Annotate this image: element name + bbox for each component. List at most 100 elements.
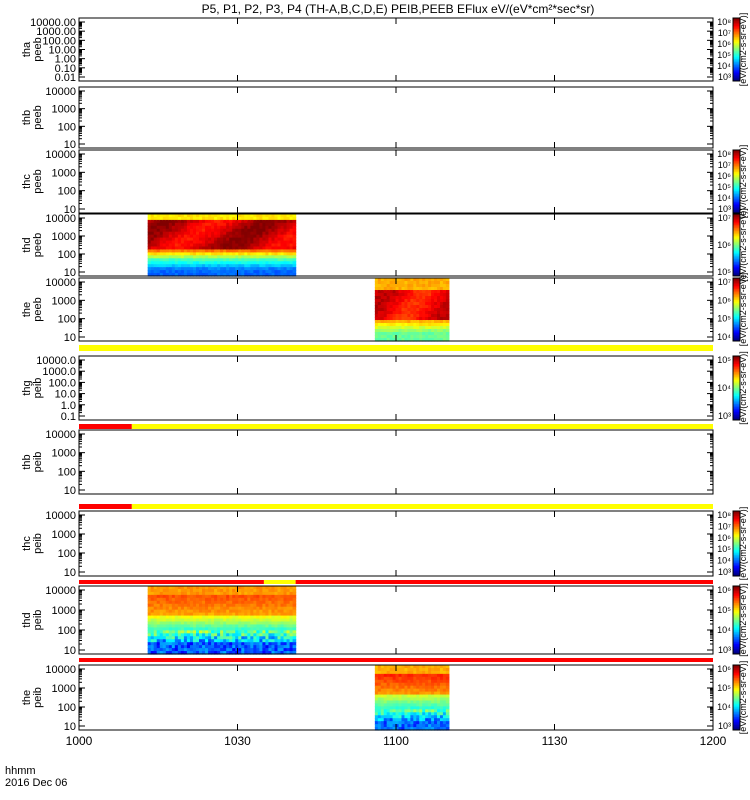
heatmap-cell bbox=[401, 665, 406, 669]
heatmap-cell bbox=[383, 727, 388, 731]
heatmap-cell bbox=[386, 712, 391, 716]
heatmap-cell bbox=[247, 222, 251, 227]
heatmap-cell bbox=[232, 252, 236, 256]
heatmap-cell bbox=[199, 648, 203, 652]
heatmap-cell bbox=[274, 624, 279, 628]
heatmap-cell bbox=[205, 249, 209, 253]
heatmap-cell bbox=[205, 219, 209, 224]
heatmap-cell bbox=[205, 603, 209, 608]
heatmap-cell bbox=[422, 323, 426, 327]
heatmap-cell bbox=[174, 594, 179, 599]
heatmap-cell bbox=[220, 618, 224, 623]
heatmap-cell bbox=[256, 270, 260, 274]
heatmap-cell bbox=[241, 621, 245, 626]
heatmap-cell bbox=[398, 299, 403, 303]
heatmap-cell bbox=[434, 709, 438, 713]
heatmap-cell bbox=[374, 317, 379, 321]
heatmap-cell bbox=[168, 642, 173, 646]
heatmap-cell bbox=[208, 612, 212, 617]
heatmap-cell bbox=[199, 214, 203, 218]
heatmap-cell bbox=[407, 329, 411, 333]
heatmap-cell bbox=[238, 606, 242, 611]
colorbar-swatch bbox=[733, 564, 740, 567]
heatmap-cell bbox=[431, 305, 435, 309]
heatmap-cell bbox=[413, 718, 417, 722]
heatmap-cell bbox=[208, 237, 212, 242]
heatmap-cell bbox=[383, 694, 388, 699]
heatmap-cell bbox=[217, 225, 221, 230]
heatmap-cell bbox=[232, 231, 236, 236]
heatmap-cell bbox=[189, 651, 194, 655]
heatmap-cell bbox=[392, 712, 397, 716]
heatmap-cell bbox=[413, 317, 417, 321]
heatmap-cell bbox=[419, 281, 423, 285]
heatmap-cell bbox=[428, 314, 432, 318]
heatmap-cell bbox=[159, 612, 164, 617]
heatmap-cell bbox=[431, 721, 435, 725]
heatmap-cell bbox=[208, 234, 212, 239]
heatmap-cell bbox=[395, 700, 400, 704]
heatmap-cell bbox=[398, 697, 403, 702]
heatmap-cell bbox=[292, 645, 297, 649]
heatmap-cell bbox=[159, 603, 164, 608]
heatmap-cell bbox=[437, 281, 441, 285]
heatmap-cell bbox=[217, 237, 221, 242]
heatmap-cell bbox=[392, 706, 397, 710]
heatmap-cell bbox=[220, 243, 224, 248]
heatmap-cell bbox=[271, 586, 276, 590]
colorbar-frame bbox=[732, 510, 741, 577]
heatmap-cell bbox=[156, 627, 161, 631]
heatmap-cell bbox=[214, 606, 218, 611]
colorbar-swatch bbox=[733, 234, 740, 237]
heatmap-cell bbox=[205, 214, 209, 218]
heatmap-cell bbox=[208, 225, 212, 230]
heatmap-cell bbox=[223, 219, 227, 224]
heatmap-cell bbox=[401, 706, 406, 710]
heatmap-cell bbox=[226, 627, 230, 631]
colorbar-swatch bbox=[733, 246, 740, 249]
heatmap-cell bbox=[208, 594, 212, 599]
colorbar-swatch bbox=[733, 150, 740, 153]
heatmap-cell bbox=[247, 648, 251, 652]
x-tick-label: 1000 bbox=[66, 734, 93, 748]
heatmap-cell bbox=[292, 231, 297, 236]
heatmap-cell bbox=[244, 252, 248, 256]
heatmap-cell bbox=[407, 317, 411, 321]
heatmap-cell bbox=[153, 261, 158, 265]
heatmap-cell bbox=[401, 338, 406, 342]
heatmap-cell bbox=[195, 588, 200, 593]
heatmap-cell bbox=[192, 228, 197, 233]
heatmap-cell bbox=[162, 603, 167, 608]
colorbar-swatch bbox=[733, 383, 740, 386]
heatmap-cell bbox=[380, 700, 385, 704]
heatmap-cell bbox=[398, 727, 403, 731]
colorbar-tick-label: 10⁵ bbox=[717, 544, 731, 554]
heatmap-cell bbox=[431, 335, 435, 339]
heatmap-cell bbox=[422, 709, 426, 713]
heatmap-cell bbox=[192, 237, 197, 242]
heatmap-cell bbox=[147, 255, 152, 259]
heatmap-cell bbox=[262, 225, 267, 230]
heatmap-cell bbox=[199, 264, 203, 268]
heatmap-cell bbox=[150, 630, 155, 634]
heatmap-cell bbox=[380, 302, 385, 306]
colorbar-swatch bbox=[733, 203, 740, 206]
heatmap-cell bbox=[168, 633, 173, 637]
heatmap-cell bbox=[244, 231, 248, 236]
heatmap-cell bbox=[226, 216, 230, 221]
heatmap-cell bbox=[419, 715, 423, 719]
heatmap-cell bbox=[195, 615, 200, 620]
heatmap-cell bbox=[165, 645, 170, 649]
heatmap-cell bbox=[386, 308, 391, 312]
heatmap-cell bbox=[241, 648, 245, 652]
heatmap-cell bbox=[386, 299, 391, 303]
colorbar-swatch bbox=[733, 625, 740, 628]
heatmap-cell bbox=[183, 228, 188, 233]
heatmap-cell bbox=[442, 676, 447, 681]
heatmap-cell bbox=[404, 679, 409, 684]
heatmap-cell bbox=[253, 237, 257, 242]
heatmap-cell bbox=[401, 299, 406, 303]
heatmap-cell bbox=[165, 609, 170, 614]
heatmap-cell bbox=[186, 648, 191, 652]
heatmap-cell bbox=[395, 679, 400, 684]
